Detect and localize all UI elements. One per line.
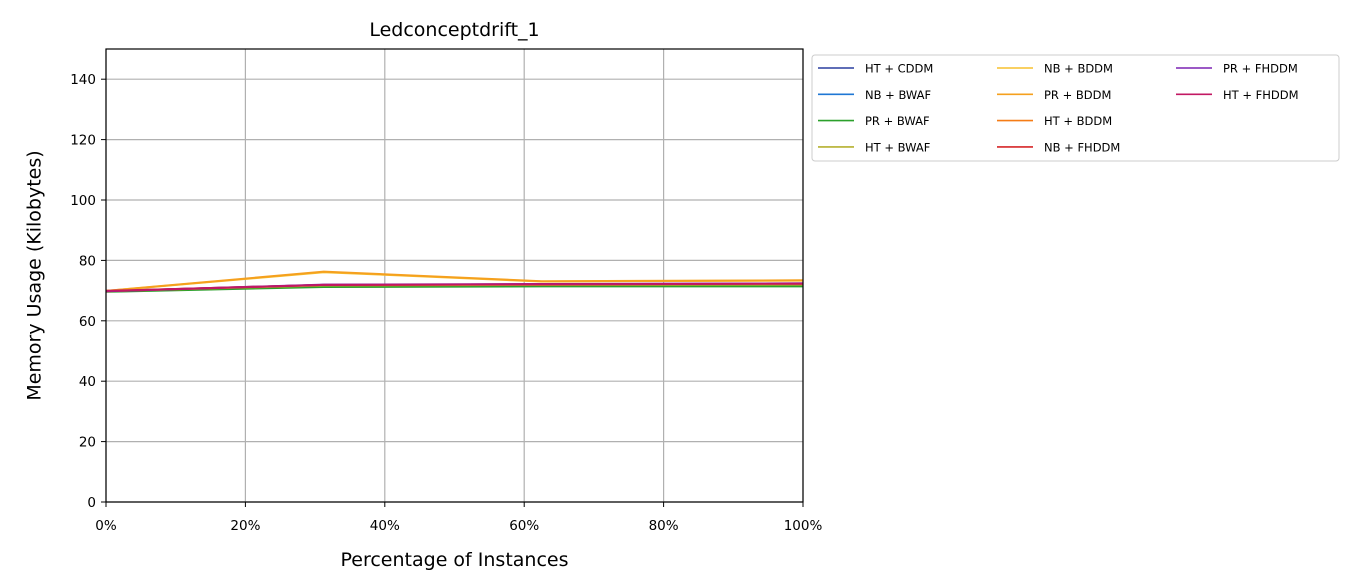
legend-label: NB + BWAF [865,88,931,102]
x-tick-label: 60% [509,518,539,534]
series-line [105,270,804,292]
legend-label: HT + BWAF [865,140,930,154]
legend-label: NB + FHDDM [1044,140,1120,154]
y-tick-label: 100 [70,193,96,209]
y-tick-label: 120 [70,133,96,149]
legend-frame [811,54,1340,162]
grid-lines [105,49,804,503]
y-axis-title: Memory Usage (Kilobytes) [24,150,46,400]
y-tick-label: 80 [79,253,96,269]
y-tick-label: 60 [79,314,96,330]
x-tick-label: 80% [649,518,679,534]
y-tick-label: 40 [79,374,96,390]
legend-label: PR + BDDM [1044,88,1111,102]
y-tick-label: 20 [79,435,96,451]
x-tick-label: 100% [784,518,823,534]
x-tick-label: 40% [370,518,400,534]
y-tick-label: 140 [70,72,96,88]
legend: HT + CDDM NB + BWAF PR + BWAF HT + BWAF NB +… [811,54,1340,162]
legend-label: HT + BDDM [1044,114,1112,128]
x-axis-title: Percentage of Instances [341,549,569,571]
series-line [105,282,804,292]
x-tick-label: 20% [230,518,260,534]
axis-ticks: 0% 20% 40% 60% 80% 100% 0 20 40 60 80 100 120 140 [70,72,822,534]
legend-label: HT + CDDM [865,62,933,76]
x-tick-label: 0% [95,518,117,534]
series-line [105,285,803,293]
chart-title: Ledconceptdrift_1 [369,19,539,41]
y-tick-label: 0 [87,495,96,511]
plot-area-frame [105,48,804,503]
legend-label: HT + FHDDM [1223,88,1299,102]
legend-label: PR + FHDDM [1223,62,1298,76]
legend-label: NB + BDDM [1044,62,1113,76]
legend-label: PR + BWAF [865,114,930,128]
series-lines [105,270,804,293]
